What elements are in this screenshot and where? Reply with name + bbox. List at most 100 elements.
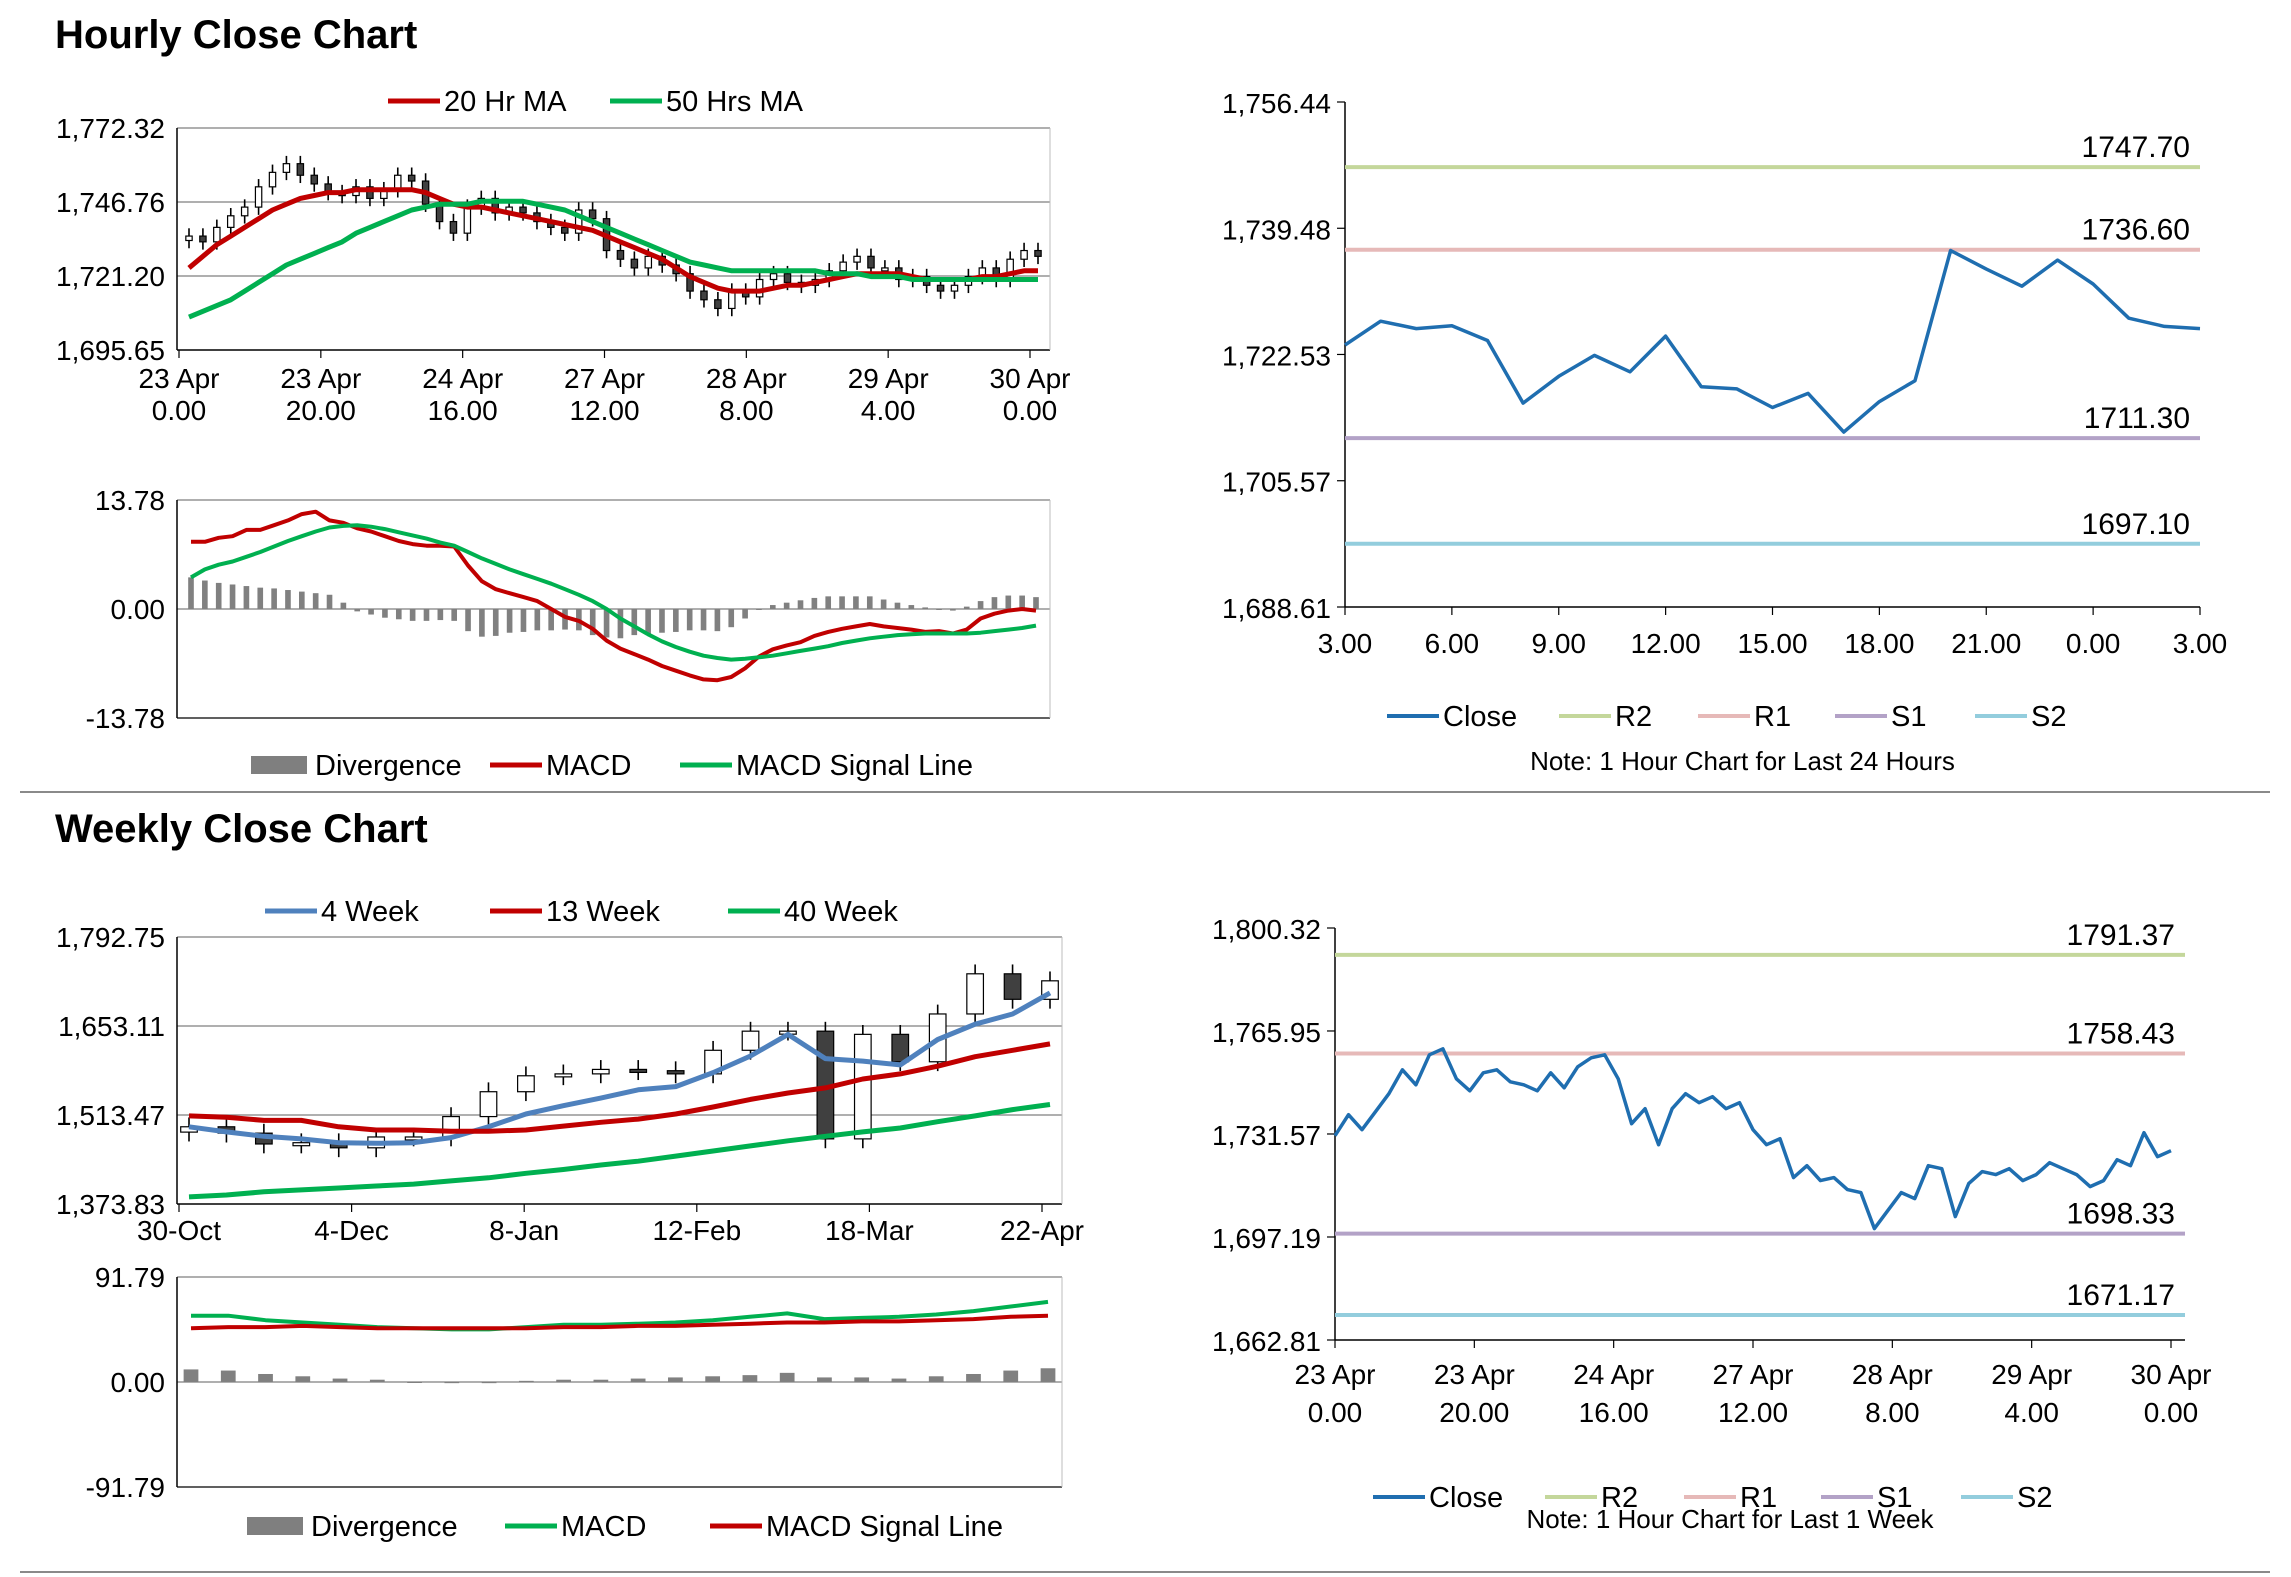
candle-body — [644, 255, 653, 269]
divergence-bar — [354, 609, 361, 612]
level-label-r2: 1791.37 — [2067, 919, 2175, 952]
legend-r1-label: R1 — [1754, 701, 1791, 733]
divergence-bar — [395, 609, 402, 620]
divergence-bar — [299, 591, 305, 609]
candle-body — [616, 249, 625, 260]
divergence-bar — [409, 609, 416, 621]
close-line — [1333, 1047, 2172, 1231]
divergence-bar — [444, 1382, 460, 1384]
candle-body — [517, 1075, 535, 1093]
legend-s1-label: S1 — [1891, 701, 1926, 733]
x-tick-label: 27 Apr — [564, 363, 645, 394]
x-tick-label: 4.00 — [2004, 1397, 2059, 1428]
divergence-bar — [839, 596, 845, 609]
divergence-bar — [332, 1378, 348, 1382]
divergence-bar — [423, 609, 430, 621]
candle-body — [881, 267, 889, 272]
legend-4-week-label: 4 Week — [321, 896, 419, 928]
divergence-bar — [631, 609, 638, 636]
divergence-bar — [630, 1378, 646, 1382]
divergence-bar — [183, 1369, 199, 1382]
x-tick-label: 16.00 — [428, 395, 498, 426]
x-tick-label: 12.00 — [1631, 628, 1701, 659]
divergence-bar — [479, 609, 485, 637]
hourly-section-title: Hourly Close Chart — [55, 13, 417, 57]
legend-divergence-label: Divergence — [315, 750, 462, 782]
candle-body — [936, 284, 945, 292]
candle-body — [463, 206, 472, 234]
y-tick-label: 1,697.19 — [1212, 1223, 1321, 1254]
ma-line-ma20 — [187, 187, 1038, 294]
legend-r1-label: R1 — [1740, 1482, 1777, 1514]
legend-50hrs-ma-label: 50 Hrs MA — [666, 86, 804, 118]
divergence-bar — [756, 609, 762, 610]
x-tick-label: 22-Apr — [1000, 1215, 1084, 1246]
y-tick-label: 1,513.47 — [56, 1100, 165, 1131]
ma-line-w40 — [188, 1102, 1051, 1200]
y-tick-label: 1,746.76 — [56, 187, 165, 218]
x-tick-label: 28 Apr — [706, 363, 787, 394]
divergence-bar — [854, 1377, 870, 1382]
divergence-bar — [243, 586, 250, 609]
candle-body — [769, 273, 778, 281]
x-tick-label: 30-Oct — [137, 1215, 221, 1246]
candle-body — [588, 209, 597, 220]
candle-body — [268, 171, 277, 188]
divergence-bar — [437, 609, 444, 621]
candle-body — [891, 1033, 910, 1063]
legend-divergence-key — [251, 756, 307, 774]
candle-body — [213, 226, 221, 243]
x-tick-label: 18.00 — [1844, 628, 1914, 659]
x-tick-label: 12.00 — [569, 395, 639, 426]
pivot-1w-chart: 1,800.32 1,765.95 1,731.57 1,697.19 1,662.81… — [1212, 914, 2211, 1534]
y-tick-label: -91.79 — [86, 1472, 165, 1503]
divergence-bar — [1019, 595, 1025, 609]
divergence-bar — [617, 609, 624, 639]
level-label-s2: 1671.17 — [2067, 1279, 2175, 1312]
candle-body — [404, 1136, 423, 1141]
y-tick-label: 1,800.32 — [1212, 914, 1321, 945]
divergence-bar — [668, 1377, 683, 1382]
x-tick-label: 27 Apr — [1713, 1359, 1794, 1390]
legend-close-label: Close — [1443, 701, 1517, 733]
y-tick-label: 1,373.83 — [56, 1189, 165, 1220]
candle-body — [700, 290, 708, 301]
y-tick-label: 91.79 — [95, 1262, 165, 1293]
divergence-bar — [853, 596, 859, 609]
divergence-bar — [593, 1379, 609, 1382]
x-tick-label: 15.00 — [1737, 628, 1807, 659]
x-tick-label: 0.00 — [1003, 395, 1058, 426]
chart-note: Note: 1 Hour Chart for Last 1 Week — [1526, 1504, 1934, 1534]
divergence-bar — [271, 588, 277, 609]
divergence-bar — [534, 609, 541, 631]
legend-20hr-ma-label: 20 Hr MA — [444, 86, 567, 118]
x-tick-label: 23 Apr — [1434, 1359, 1515, 1390]
legend-40-week-label: 40 Week — [784, 896, 898, 928]
candle-body — [741, 1030, 760, 1051]
candle-body — [783, 273, 792, 283]
candle-body — [185, 235, 193, 242]
legend-weekly-macd-signal-label: MACD Signal Line — [766, 1511, 1003, 1543]
pivot-24h-chart: 1,756.44 1,739.48 1,722.53 1,705.57 1,688.61… — [1222, 88, 2227, 776]
divergence-bar — [963, 606, 970, 609]
divergence-bar — [966, 1373, 981, 1382]
divergence-bar — [991, 597, 998, 609]
candle-body — [407, 174, 416, 182]
candle-body — [630, 258, 639, 269]
candle-body — [296, 163, 305, 176]
divergence-bar — [1003, 1370, 1019, 1382]
candle-body — [591, 1068, 610, 1075]
candle-body — [839, 261, 847, 272]
divergence-bar — [659, 609, 665, 633]
y-tick-label: 1,756.44 — [1222, 88, 1331, 119]
x-tick-label: 16.00 — [1579, 1397, 1649, 1428]
divergence-bar — [783, 602, 790, 609]
candle-body — [491, 197, 499, 214]
divergence-bar — [673, 609, 679, 632]
candle-body — [240, 206, 249, 217]
y-tick-label: 13.78 — [95, 485, 165, 516]
divergence-bar — [742, 1375, 758, 1382]
